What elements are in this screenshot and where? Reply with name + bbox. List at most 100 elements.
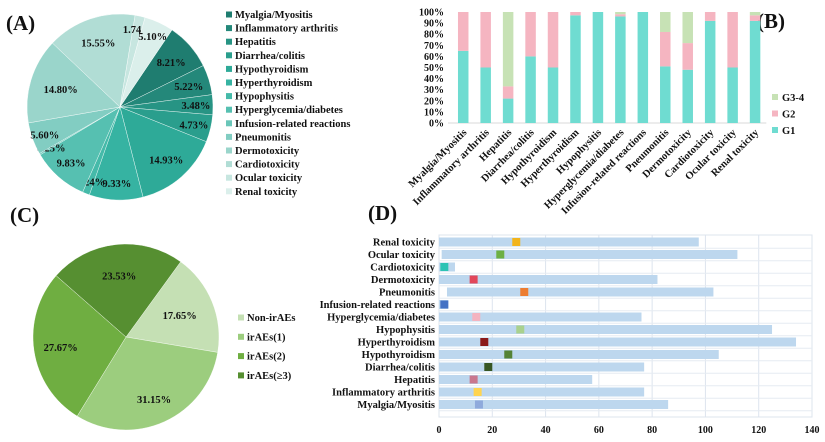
legend-swatch bbox=[772, 110, 778, 117]
range-bar bbox=[439, 350, 719, 359]
legend-a-item: Infusion-related reactions bbox=[235, 119, 350, 130]
pie-a-data-label: 5.22% bbox=[174, 82, 203, 93]
legend-swatch bbox=[226, 11, 232, 18]
legend-swatch bbox=[772, 94, 778, 100]
legend-a-item: Hyperthyroidism bbox=[235, 78, 313, 89]
legend-swatch bbox=[238, 372, 244, 379]
legend-swatch bbox=[238, 353, 244, 360]
axis-d-ytick: Myalgia/Myositis bbox=[357, 400, 435, 411]
pie-a-slice bbox=[26, 42, 121, 124]
legend-a-item: Renal toxicity bbox=[235, 187, 298, 198]
legend-a-item: Ocular toxicity bbox=[235, 173, 303, 184]
axis-b-ytick: 30% bbox=[424, 85, 444, 96]
axis-d-ytick: Ocular toxicity bbox=[368, 250, 436, 261]
bar-b-g1 bbox=[727, 67, 738, 123]
pie-a-data-label: 3.48% bbox=[182, 101, 211, 112]
axis-d-ytick: Pneumonitis bbox=[379, 288, 435, 299]
range-bar bbox=[439, 325, 773, 334]
axis-b-ytick: 40% bbox=[424, 74, 444, 85]
bar-b-g1 bbox=[704, 20, 716, 124]
pie-c-slice bbox=[32, 275, 127, 417]
bar-b-g1 bbox=[637, 12, 649, 123]
legend-swatch bbox=[226, 38, 232, 45]
legend-swatch bbox=[226, 106, 232, 113]
axis-b-ytick: 60% bbox=[424, 52, 444, 63]
bar-b-g3-4 bbox=[749, 12, 761, 16]
axis-d-ytick: Dermotoxicity bbox=[371, 275, 436, 286]
pie-a-data-label: 5.10% bbox=[138, 32, 167, 43]
marker bbox=[516, 325, 525, 334]
pie-c-data-label: 17.65% bbox=[163, 311, 197, 322]
axis-b-ytick: 10% bbox=[424, 107, 444, 118]
pie-a-data-label: 8.21% bbox=[157, 58, 186, 69]
legend-swatch bbox=[226, 25, 232, 32]
marker bbox=[469, 375, 478, 384]
legend-a-item: Dermotoxicity bbox=[235, 146, 300, 157]
legend-swatch bbox=[226, 174, 232, 181]
range-bar bbox=[439, 362, 645, 372]
marker bbox=[469, 275, 478, 284]
range-bar bbox=[446, 287, 714, 297]
bar-b-g2 bbox=[480, 12, 491, 68]
legend-swatch bbox=[226, 161, 232, 168]
marker bbox=[496, 250, 505, 259]
legend-a-item: Hyperglycemia/diabetes bbox=[235, 105, 343, 116]
bar-b-g1 bbox=[592, 12, 604, 123]
axis-d-xtick: 40 bbox=[541, 425, 551, 436]
legend-b-item: G1 bbox=[782, 126, 795, 137]
bar-b-g2 bbox=[727, 12, 738, 68]
bar-b-g1 bbox=[547, 67, 559, 123]
pie-a-data-label: 9.83% bbox=[57, 159, 86, 170]
marker bbox=[440, 263, 449, 271]
bar-b-g3-4 bbox=[682, 12, 693, 44]
pie-a-data-label: 4.73% bbox=[179, 121, 208, 132]
range-bar bbox=[439, 337, 797, 347]
legend-c-item: irAEs(≥3) bbox=[247, 371, 292, 382]
legend-swatch bbox=[226, 79, 232, 86]
bar-b-g1 bbox=[660, 66, 671, 123]
legend-a-item: Cardiotoxicity bbox=[235, 160, 300, 171]
pie-a-data-label: 5.60% bbox=[30, 130, 59, 141]
legend-swatch bbox=[238, 333, 244, 340]
range-bar bbox=[439, 275, 658, 284]
range-bar bbox=[439, 387, 645, 397]
axis-d-ytick: Hypothyroidism bbox=[362, 350, 436, 361]
legend-a-item: Inflammatory arthritis bbox=[235, 24, 338, 35]
axis-b-ytick: 100% bbox=[419, 8, 444, 19]
marker bbox=[512, 238, 521, 246]
pie-a-data-label: 1.74% bbox=[123, 25, 152, 36]
axis-d-ytick: Hepatitis bbox=[394, 375, 435, 386]
legend-a-item: Diarrhea/colitis bbox=[235, 51, 305, 62]
axis-d-ytick: Diarrhea/colitis bbox=[365, 363, 435, 374]
pie-a-data-label: 14.80% bbox=[44, 85, 78, 96]
axis-b-ytick: 0% bbox=[429, 119, 444, 130]
bar-b-g2 bbox=[682, 43, 693, 70]
legend-swatch bbox=[226, 65, 232, 72]
legend-a-item: Myalgia/Myositis bbox=[235, 10, 313, 21]
bar-b-g3-4 bbox=[615, 12, 626, 15]
pie-c-slice bbox=[76, 336, 218, 431]
legend-swatch bbox=[238, 314, 244, 321]
axis-d-xtick: 120 bbox=[751, 425, 766, 436]
marker bbox=[473, 388, 482, 396]
marker bbox=[520, 288, 529, 296]
legend-b-item: G2 bbox=[782, 110, 795, 121]
axis-d-xtick: 20 bbox=[487, 425, 497, 436]
pie-c-data-label: 31.15% bbox=[137, 395, 171, 406]
bar-b-g2 bbox=[660, 31, 671, 67]
pie-a-data-label: 15.55% bbox=[81, 39, 115, 50]
axis-b-ytick: 50% bbox=[424, 63, 444, 74]
bar-b-g2 bbox=[502, 86, 514, 99]
axis-d-ytick: Infusion-related reactions bbox=[320, 300, 435, 311]
pie-a-data-label: 14.93% bbox=[149, 156, 183, 167]
range-bar bbox=[439, 237, 699, 247]
axis-d-xtick: 60 bbox=[594, 425, 604, 436]
pie-c-slice bbox=[125, 261, 220, 353]
bar-b-g2 bbox=[457, 12, 469, 51]
pie-c-data-label: 23.53% bbox=[102, 271, 136, 282]
marker bbox=[504, 350, 513, 359]
axis-d-xtick: 140 bbox=[805, 425, 820, 436]
marker bbox=[474, 400, 483, 409]
bar-b-g1 bbox=[480, 67, 491, 123]
